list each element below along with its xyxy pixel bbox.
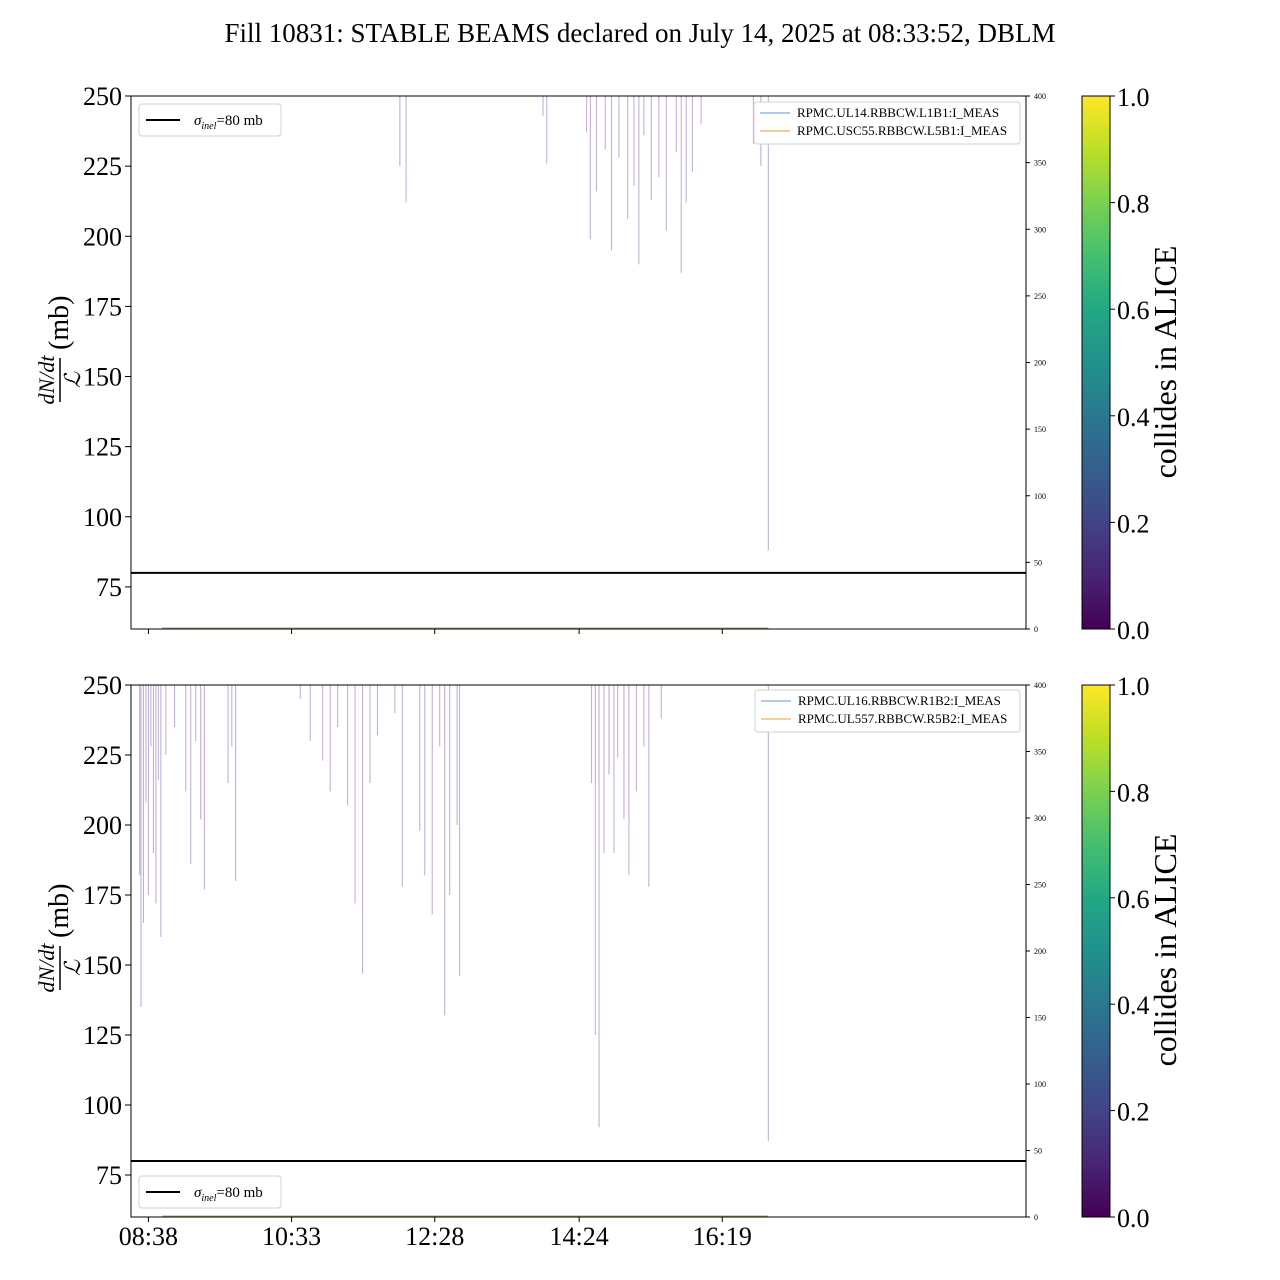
colorbar-tick-label: 0.2 [1117,1098,1150,1127]
top-legend-entry-2: RPMC.USC55.RBBCW.L5B1:I_MEAS [797,123,1007,138]
top-legend-entry-1: RPMC.UL14.RBBCW.L1B1:I_MEAS [797,105,999,120]
top-colorbar-gradient [1081,95,1111,630]
top-y2tick-label: 400 [1034,92,1046,101]
top-left-legend: σinel=80 mb [138,103,282,137]
top-x-axis [147,629,723,634]
top-ytick-label: 125 [83,433,122,462]
top-current-traces [162,627,769,629]
top-y2tick-label: 300 [1034,225,1046,234]
top-axes-frame [130,95,1027,630]
top-y2tick-label: 150 [1034,425,1046,434]
figure-title: Fill 10831: STABLE BEAMS declared on Jul… [224,18,1056,48]
top-panel: 250 225 200 175 150 125 100 75 400 350 300 250 200 1… [34,82,1046,634]
bot-ytick-label: 100 [83,1091,122,1120]
bottom-left-legend: σinel=80 mb [138,1175,282,1209]
top-y-label: dN/dt ℒ (mb) [34,296,85,405]
bottom-legend-entry-2: RPMC.UL557.RBBCW.R5B2:I_MEAS [798,711,1007,726]
bottom-panel: 250 225 200 175 150 125 100 75 400 350 300 250 200 1… [34,671,1046,1251]
colorbar-tick-label: 0.0 [1117,1204,1150,1233]
bottom-y-label: dN/dt ℒ (mb) [34,884,85,993]
bot-y2tick-label: 300 [1034,814,1046,823]
bot-xtick-label: 16:19 [693,1222,752,1251]
top-ytick-label: 250 [83,82,122,111]
bot-ytick-label: 150 [83,951,122,980]
colorbar-tick-label: 0.8 [1117,190,1150,219]
top-ytick-label: 175 [83,292,122,321]
bot-y2tick-label: 0 [1034,1213,1038,1222]
bot-ytick-label: 250 [83,671,122,700]
bottom-colorbar-gradient [1081,684,1111,1218]
bottom-y-axis: 250 225 200 175 150 125 100 75 [83,671,131,1190]
top-sigma-label: σinel=80 mb [194,113,263,132]
top-right-legend: RPMC.UL14.RBBCW.L1B1:I_MEAS RPMC.USC55.R… [753,101,1021,145]
top-ytick-label: 150 [83,363,122,392]
bottom-spike-series [139,685,769,1142]
top-spike-series [399,96,769,551]
top-y2tick-label: 250 [1034,292,1046,301]
top-ylabel-unit: (mb) [44,296,75,350]
top-y2tick-label: 100 [1034,492,1046,501]
colorbar-tick-label: 0.6 [1117,296,1150,325]
bot-y2tick-label: 150 [1034,1014,1046,1023]
top-colorbar: 0.0 0.2 0.4 0.6 0.8 1.0 collides in ALICE [1081,83,1183,645]
colorbar-tick-label: 1.0 [1117,672,1150,701]
colorbar-tick-label: 0.4 [1117,991,1150,1020]
top-ytick-label: 200 [83,222,122,251]
colorbar-tick-label: 1.0 [1117,83,1150,112]
bot-y2tick-label: 350 [1034,748,1046,757]
bottom-right-legend: RPMC.UL16.RBBCW.R1B2:I_MEAS RPMC.UL557.R… [754,689,1021,733]
bottom-ylabel-numerator: dN/dt [34,943,59,993]
bot-ytick-label: 200 [83,811,122,840]
bottom-axes-frame [130,684,1027,1218]
bot-ytick-label: 225 [83,741,122,770]
bottom-colorbar: 0.0 0.2 0.4 0.6 0.8 1.0 collides in ALICE [1081,672,1183,1233]
bottom-sigma-label: σinel=80 mb [194,1185,263,1204]
colorbar-tick-label: 0.8 [1117,778,1150,807]
bot-y2tick-label: 100 [1034,1080,1046,1089]
bottom-colorbar-label: collides in ALICE [1147,834,1183,1067]
colorbar-tick-label: 0.4 [1117,403,1150,432]
top-colorbar-label: collides in ALICE [1147,246,1183,479]
bot-ytick-label: 175 [83,881,122,910]
bottom-y2-axis: 400 350 300 250 200 150 100 50 0 [1026,681,1046,1222]
top-ylabel-numerator: dN/dt [34,355,59,405]
bot-y2tick-label: 250 [1034,881,1046,890]
bottom-ylabel-unit: (mb) [44,884,75,938]
bottom-colorbar-ticks: 0.0 0.2 0.4 0.6 0.8 1.0 [1110,672,1150,1233]
bottom-current-traces [162,1215,769,1217]
bot-y2tick-label: 200 [1034,947,1046,956]
colorbar-tick-label: 0.2 [1117,509,1150,538]
top-y2tick-label: 200 [1034,359,1046,368]
top-y2tick-label: 50 [1034,558,1042,567]
bottom-ylabel-denominator: ℒ [60,959,85,976]
top-y2tick-label: 0 [1034,625,1038,634]
bot-xtick-label: 14:24 [550,1222,609,1251]
bot-y2tick-label: 400 [1034,681,1046,690]
bot-xtick-label: 10:33 [262,1222,321,1251]
top-colorbar-ticks: 0.0 0.2 0.4 0.6 0.8 1.0 [1110,83,1150,645]
top-ytick-label: 100 [83,503,122,532]
bot-xtick-label: 12:28 [405,1222,464,1251]
top-y-axis: 250 225 200 175 150 125 100 75 [83,82,131,602]
colorbar-tick-label: 0.0 [1117,616,1150,645]
bot-ytick-label: 125 [83,1021,122,1050]
top-y2tick-label: 350 [1034,159,1046,168]
colorbar-tick-label: 0.6 [1117,885,1150,914]
top-ylabel-denominator: ℒ [60,371,85,388]
bottom-legend-entry-1: RPMC.UL16.RBBCW.R1B2:I_MEAS [798,693,1001,708]
bot-xtick-label: 08:38 [119,1222,178,1251]
bot-ytick-label: 75 [96,1161,122,1190]
top-ytick-label: 225 [83,152,122,181]
top-y2-axis: 400 350 300 250 200 150 100 50 0 [1026,92,1046,634]
top-ytick-label: 75 [96,573,122,602]
bottom-x-axis: 08:38 10:33 12:28 14:24 16:19 [119,1217,752,1251]
bot-y2tick-label: 50 [1034,1147,1042,1156]
